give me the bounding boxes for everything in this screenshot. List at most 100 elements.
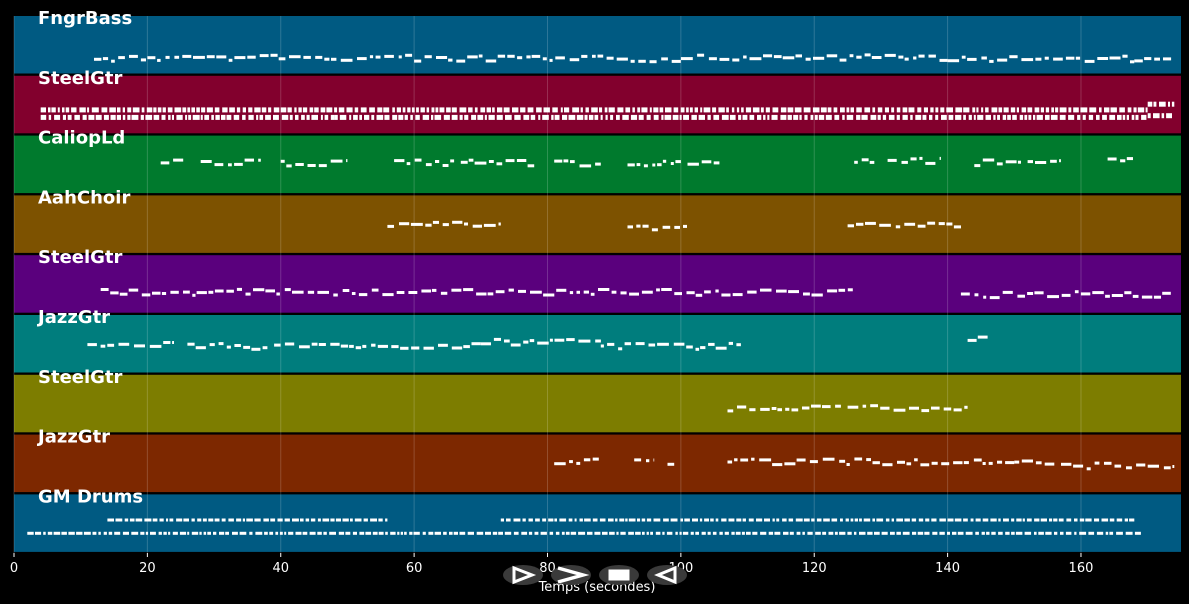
note — [216, 55, 227, 59]
note — [382, 293, 394, 297]
note — [468, 107, 473, 113]
note — [342, 289, 350, 292]
note — [583, 290, 589, 294]
note — [211, 114, 214, 120]
note — [425, 163, 432, 167]
note — [103, 531, 107, 535]
note — [103, 114, 109, 120]
note — [413, 531, 420, 535]
rewind-button[interactable] — [647, 565, 687, 585]
track-lane — [14, 374, 1181, 433]
note — [1027, 292, 1034, 295]
note — [451, 114, 458, 120]
note — [234, 56, 246, 60]
note — [1038, 531, 1044, 535]
note — [771, 114, 778, 120]
note — [122, 114, 126, 120]
note — [472, 224, 482, 228]
note — [752, 107, 760, 113]
note — [27, 531, 34, 535]
note — [258, 158, 261, 162]
note — [191, 531, 199, 535]
note — [191, 518, 195, 522]
note — [1002, 290, 1013, 294]
note — [404, 114, 408, 120]
note — [1051, 107, 1054, 113]
track-label: SteelGtr — [38, 247, 123, 268]
note — [118, 342, 130, 346]
note — [902, 531, 910, 535]
note — [646, 531, 649, 535]
note — [930, 107, 934, 113]
note — [874, 531, 880, 535]
note — [423, 346, 434, 350]
note — [1036, 114, 1043, 120]
note — [442, 223, 449, 227]
note — [649, 107, 652, 113]
note — [310, 518, 316, 522]
note — [476, 292, 487, 296]
note — [487, 292, 494, 296]
note — [134, 344, 145, 348]
note — [981, 531, 985, 535]
note — [870, 404, 878, 408]
note — [579, 518, 583, 522]
note — [202, 518, 207, 522]
note — [760, 288, 772, 292]
note — [641, 518, 646, 522]
note — [983, 295, 987, 299]
note — [428, 531, 434, 535]
note — [955, 114, 962, 120]
note — [542, 518, 547, 522]
note — [849, 54, 854, 58]
note — [83, 531, 91, 535]
note — [414, 158, 422, 162]
note — [712, 107, 717, 113]
stop-button[interactable] — [599, 565, 639, 585]
fast-forward-button[interactable] — [551, 565, 591, 585]
note — [652, 163, 656, 167]
note — [925, 161, 936, 165]
note — [946, 222, 953, 226]
track-lane — [14, 255, 1181, 313]
note — [1080, 107, 1088, 113]
note — [530, 114, 536, 120]
note — [517, 56, 523, 60]
note — [398, 114, 404, 120]
note — [399, 222, 410, 226]
note — [772, 518, 775, 522]
note — [721, 293, 731, 297]
note — [506, 518, 511, 522]
note — [1073, 464, 1084, 468]
note — [507, 54, 515, 58]
note — [809, 460, 818, 464]
note — [510, 343, 521, 347]
note — [802, 531, 805, 535]
note — [687, 162, 699, 166]
note — [1014, 460, 1020, 464]
note — [641, 290, 653, 294]
note — [531, 54, 541, 58]
note — [816, 518, 822, 522]
note — [847, 405, 859, 409]
note — [679, 114, 682, 120]
note — [485, 531, 491, 535]
note — [954, 518, 962, 522]
note — [927, 221, 936, 225]
play-button[interactable] — [503, 565, 543, 585]
note — [627, 225, 633, 229]
note — [339, 114, 347, 120]
note — [300, 518, 304, 522]
note — [434, 114, 442, 120]
note — [88, 114, 95, 120]
note — [698, 114, 705, 120]
note — [215, 114, 220, 120]
note — [1132, 294, 1139, 298]
note — [563, 159, 569, 163]
note — [536, 107, 542, 113]
note — [1092, 291, 1104, 295]
note — [317, 518, 321, 522]
note — [549, 58, 553, 62]
note — [1126, 114, 1129, 120]
note — [835, 404, 841, 408]
